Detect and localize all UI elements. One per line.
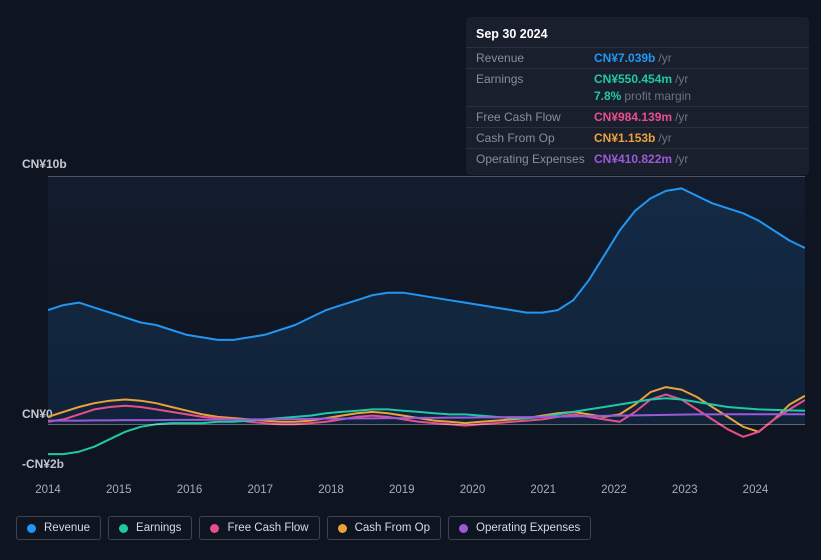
tooltip-metric-suffix: /yr xyxy=(658,131,671,145)
tooltip-row: EarningsCN¥550.454m/yr xyxy=(466,68,809,89)
legend-item-fcf[interactable]: Free Cash Flow xyxy=(199,516,319,540)
tooltip-metric-value: CN¥7.039b xyxy=(594,51,655,65)
tooltip-metric-label: Free Cash Flow xyxy=(476,110,594,124)
x-tick: 2022 xyxy=(601,484,627,496)
y-label-max: CN¥10b xyxy=(22,157,67,171)
chart-area: CN¥10b CN¥0 -CN¥2b xyxy=(16,160,805,480)
legend-label: Earnings xyxy=(136,522,181,534)
plot-region[interactable] xyxy=(48,176,805,474)
tooltip-metric-label: Cash From Op xyxy=(476,131,594,145)
legend-swatch xyxy=(338,524,347,533)
gridline-top xyxy=(48,176,805,177)
legend-item-cfo[interactable]: Cash From Op xyxy=(327,516,441,540)
tooltip-row: Cash From OpCN¥1.153b/yr xyxy=(466,127,809,148)
tooltip-metric-suffix: /yr xyxy=(675,110,688,124)
x-tick: 2014 xyxy=(35,484,61,496)
chart-svg xyxy=(48,176,805,474)
x-tick: 2019 xyxy=(389,484,415,496)
data-tooltip: Sep 30 2024 RevenueCN¥7.039b/yrEarningsC… xyxy=(466,17,809,175)
x-tick: 2020 xyxy=(460,484,486,496)
tooltip-subrow: 7.8% profit margin xyxy=(466,89,809,106)
legend-item-opex[interactable]: Operating Expenses xyxy=(448,516,591,540)
x-tick: 2024 xyxy=(743,484,769,496)
tooltip-sub-value: 7.8% xyxy=(594,89,621,103)
x-tick: 2016 xyxy=(177,484,203,496)
x-tick: 2015 xyxy=(106,484,132,496)
legend: Revenue Earnings Free Cash Flow Cash From O… xyxy=(16,516,591,540)
legend-label: Free Cash Flow xyxy=(227,522,308,534)
series-area-revenue xyxy=(48,188,805,424)
tooltip-row: Free Cash FlowCN¥984.139m/yr xyxy=(466,106,809,127)
legend-swatch xyxy=(119,524,128,533)
legend-swatch xyxy=(27,524,36,533)
legend-label: Revenue xyxy=(44,522,90,534)
legend-item-revenue[interactable]: Revenue xyxy=(16,516,101,540)
tooltip-row: RevenueCN¥7.039b/yr xyxy=(466,47,809,68)
tooltip-metric-suffix: /yr xyxy=(675,72,688,86)
tooltip-sub-label: profit margin xyxy=(624,89,691,103)
tooltip-metric-value: CN¥984.139m xyxy=(594,110,672,124)
tooltip-metric-value: CN¥1.153b xyxy=(594,131,655,145)
x-tick: 2018 xyxy=(318,484,344,496)
legend-item-earnings[interactable]: Earnings xyxy=(108,516,192,540)
tooltip-metric-suffix: /yr xyxy=(658,51,671,65)
legend-swatch xyxy=(459,524,468,533)
tooltip-metric-label: Earnings xyxy=(476,72,594,86)
legend-label: Cash From Op xyxy=(355,522,430,534)
gridline-zero xyxy=(48,424,805,425)
tooltip-metric-value: CN¥550.454m xyxy=(594,72,672,86)
x-axis: 2014 2015 2016 2017 2018 2019 2020 2021 2022 2023… xyxy=(16,484,805,504)
tooltip-date: Sep 30 2024 xyxy=(466,23,809,47)
x-tick: 2017 xyxy=(247,484,273,496)
x-tick: 2023 xyxy=(672,484,698,496)
x-tick: 2021 xyxy=(530,484,556,496)
tooltip-metric-label: Revenue xyxy=(476,51,594,65)
legend-label: Operating Expenses xyxy=(476,522,580,534)
legend-swatch xyxy=(210,524,219,533)
